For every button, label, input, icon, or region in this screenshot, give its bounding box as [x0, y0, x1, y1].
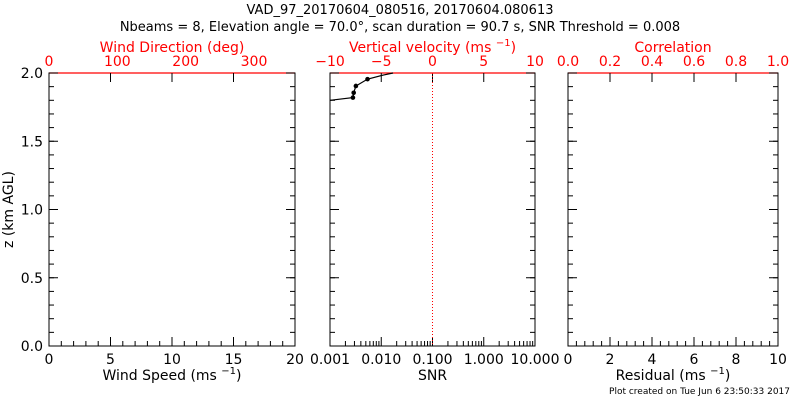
- snr-series-line: [329, 72, 394, 101]
- wind-top-tick-label: 0: [45, 54, 54, 70]
- snr-series-point: [353, 83, 359, 89]
- corr-top-tick-label: 0.6: [683, 54, 705, 70]
- y-tick-label: 1.0: [21, 203, 43, 219]
- snr-series-point: [351, 90, 356, 96]
- corr-top-tick-label: 0.4: [641, 54, 663, 70]
- corr-plot-frame: [567, 72, 779, 347]
- y-tick-label: 0.0: [21, 339, 43, 355]
- corr-bottom-tick-label: 10: [769, 352, 787, 368]
- wind-bottom-tick-label: 20: [286, 352, 304, 368]
- snr-bottom-tick-label: 10.000: [511, 352, 560, 368]
- corr-top-axis-title: Correlation: [634, 40, 711, 56]
- wind-top-axis-title: Wind Direction (deg): [100, 40, 245, 56]
- wind-bottom-tick-label: 5: [106, 352, 115, 368]
- corr-bottom-axis-title: Residual (ms −1): [616, 366, 731, 384]
- snr-top-tick-label: −5: [371, 54, 392, 70]
- wind-top-tick-label: 100: [104, 54, 131, 70]
- plot-created-note: Plot created on Tue Jun 6 23:50:33 2017: [609, 387, 790, 397]
- y-tick-label: 0.5: [21, 271, 43, 287]
- corr-top-tick-label: 0.0: [557, 54, 579, 70]
- corr-top-tick-label: 0.8: [725, 54, 747, 70]
- snr-top-axis-title: Vertical velocity (ms −1): [349, 38, 516, 56]
- corr-bottom-tick-label: 2: [606, 352, 615, 368]
- chart-title-line-2: Nbeams = 8, Elevation angle = 70.0°, sca…: [119, 20, 681, 35]
- wind-bottom-tick-label: 15: [225, 352, 243, 368]
- y-tick-label: 2.0: [21, 66, 43, 82]
- snr-top-tick-label: −10: [315, 54, 345, 70]
- snr-plot-frame: [329, 72, 536, 347]
- corr-bottom-tick-label: 0: [564, 352, 573, 368]
- y-tick-label: 1.5: [21, 134, 43, 150]
- wind-bottom-tick-label: 0: [45, 352, 54, 368]
- y-axis-title: z (km AGL): [1, 171, 17, 248]
- snr-bottom-axis-title: SNR: [418, 368, 447, 384]
- snr-series-point: [365, 76, 370, 82]
- corr-bottom-tick-label: 8: [732, 352, 741, 368]
- wind-top-tick-label: 200: [172, 54, 199, 70]
- corr-bottom-tick-label: 4: [648, 352, 657, 368]
- snr-top-tick-label: 0: [428, 54, 437, 70]
- snr-series-point: [350, 95, 356, 100]
- wind-plot-frame: [48, 72, 296, 347]
- snr-bottom-tick-label: 1.000: [464, 352, 504, 368]
- corr-bottom-tick-label: 6: [690, 352, 699, 368]
- chart-title-line-1: VAD_97_20170604_080516, 20170604.080613: [246, 3, 554, 18]
- wind-bottom-axis-title: Wind Speed (ms −1): [102, 366, 241, 384]
- snr-bottom-tick-label: 0.100: [412, 352, 452, 368]
- corr-top-tick-label: 1.0: [767, 54, 789, 70]
- wind-top-tick-label: 300: [241, 54, 268, 70]
- snr-top-tick-label: 5: [479, 54, 488, 70]
- snr-top-tick-label: 10: [526, 54, 544, 70]
- snr-bottom-tick-label: 0.010: [361, 352, 401, 368]
- corr-top-tick-label: 0.2: [599, 54, 621, 70]
- snr-bottom-tick-label: 0.001: [310, 352, 350, 368]
- wind-bottom-tick-label: 10: [163, 352, 181, 368]
